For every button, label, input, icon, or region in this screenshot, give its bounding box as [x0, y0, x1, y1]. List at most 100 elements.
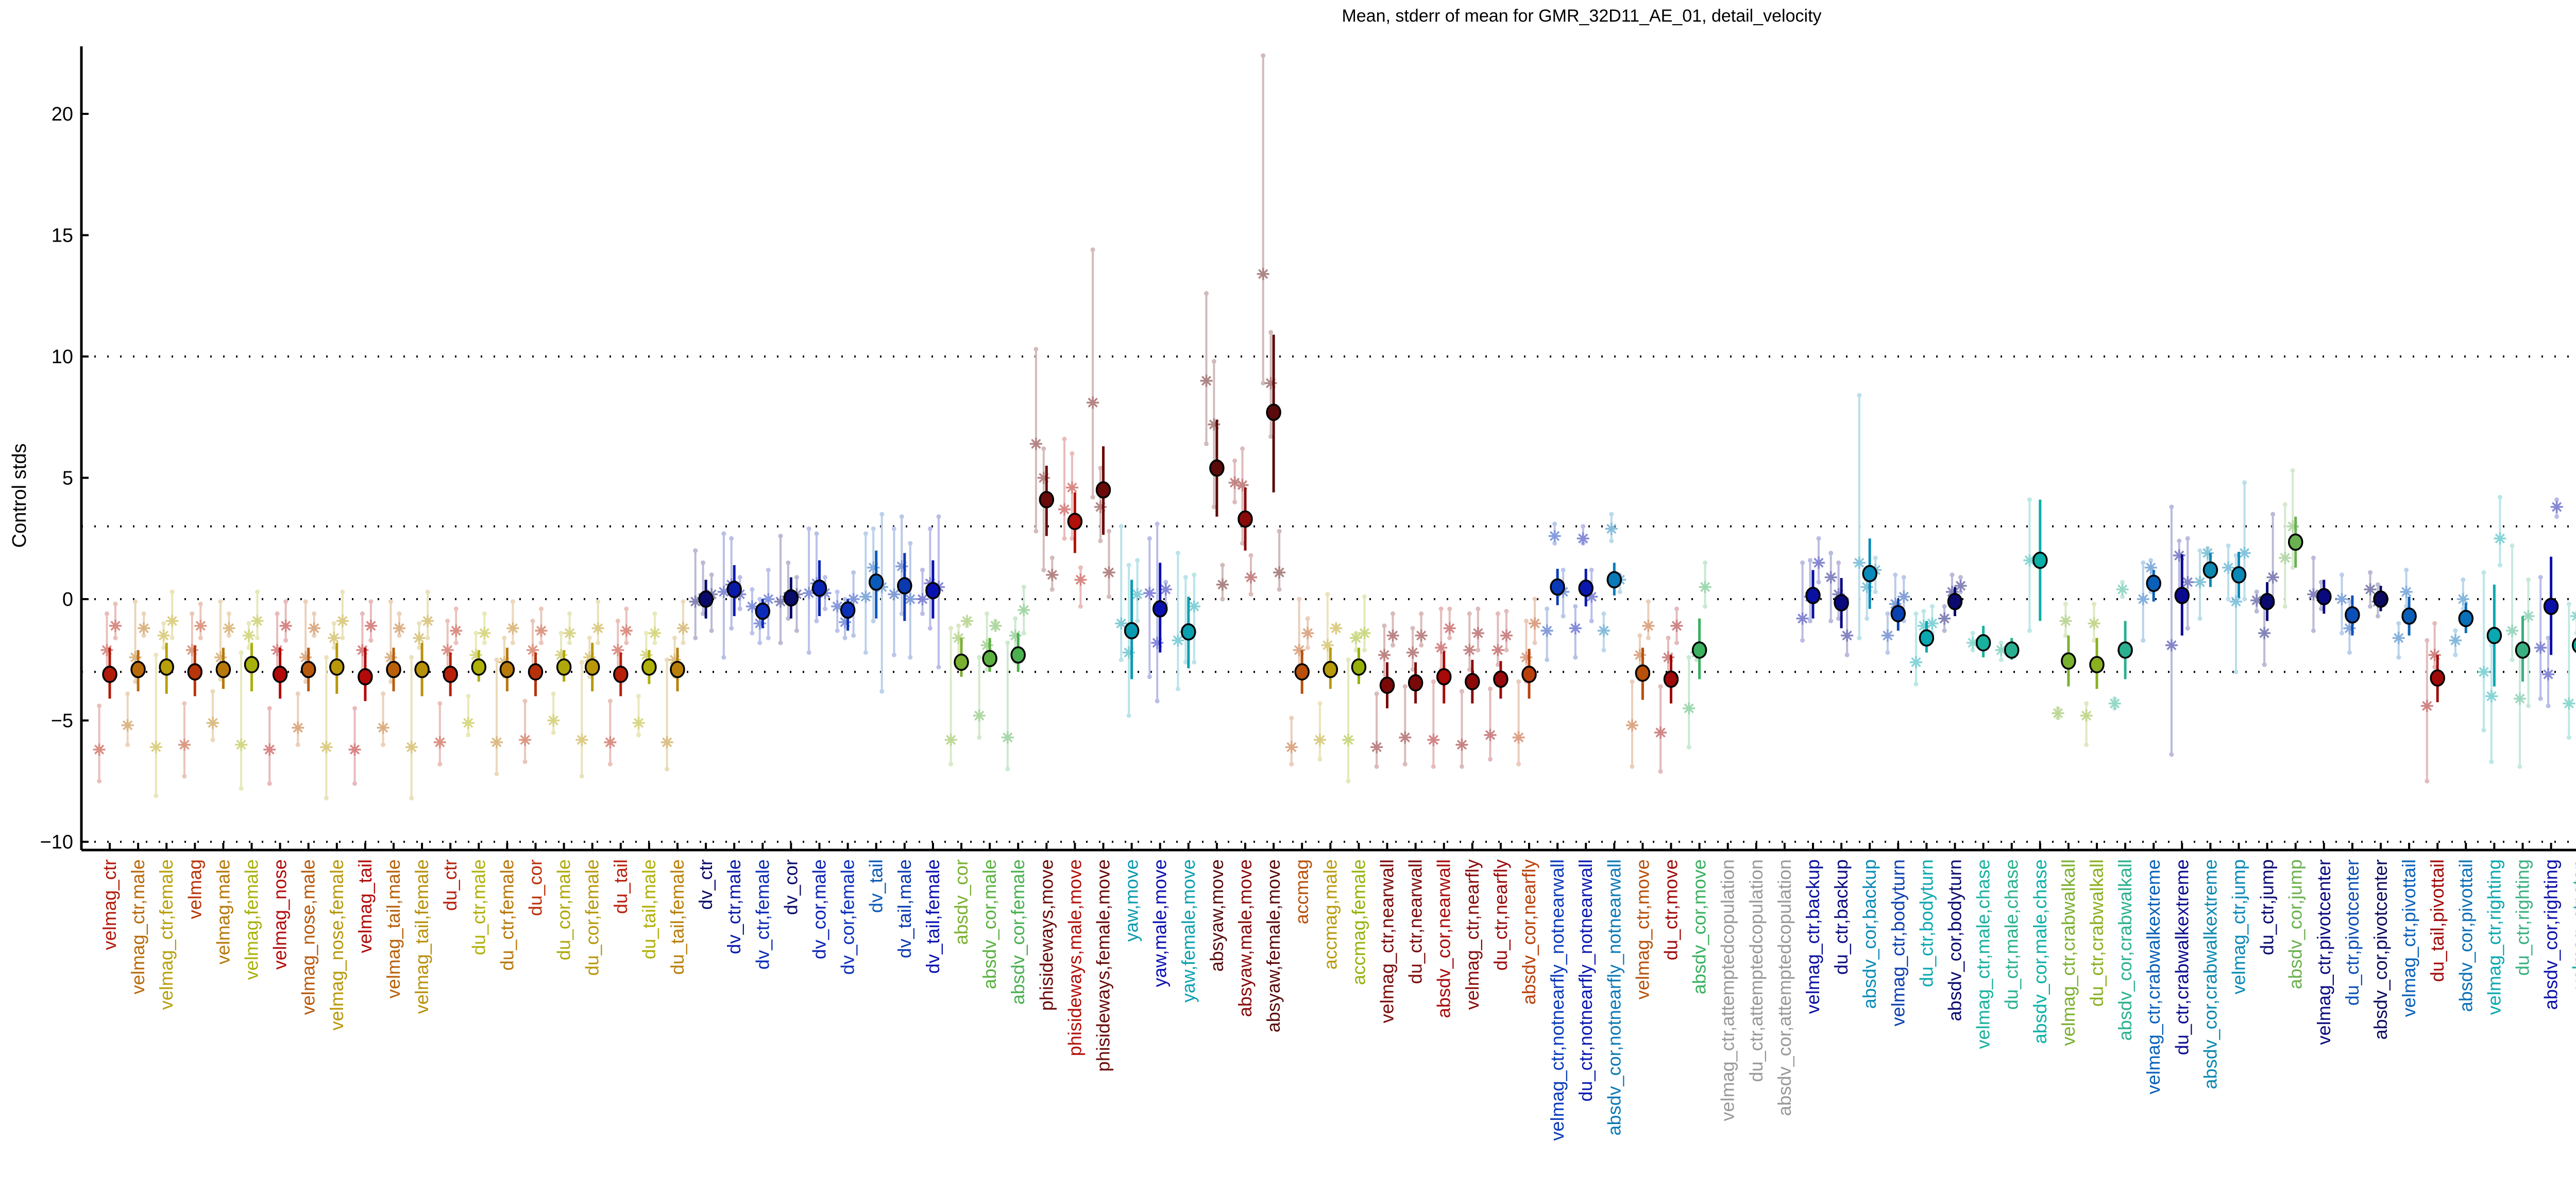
asterisk-stroke — [406, 742, 417, 752]
experiment-asterisk — [1540, 624, 1553, 637]
experiment-errorbar-cap — [2461, 577, 2466, 582]
experiment-errorbar-cap — [1248, 592, 1253, 597]
asterisk-stroke — [1331, 623, 1341, 634]
mean-point — [244, 656, 260, 673]
experiment-errorbar-cap — [1183, 575, 1188, 580]
experiment-errorbar-cap — [2254, 589, 2259, 594]
experiment-errorbar-cap — [681, 640, 686, 646]
experiment-errorbar-cap — [1033, 347, 1039, 352]
experiment-errorbar-cap — [1240, 541, 1245, 546]
experiment-errorbar-cap — [806, 526, 811, 531]
x-tick-label: du_tail — [610, 859, 631, 914]
x-tick-label: absdv_cor,pivotcenter — [2370, 859, 2391, 1040]
experiment-errorbar-cap — [1844, 652, 1850, 657]
asterisk-stroke — [1578, 533, 1588, 543]
experiment-errorbar-cap — [2169, 752, 2174, 757]
mean-point — [358, 668, 373, 686]
experiment-errorbar-cap — [267, 706, 272, 711]
experiment-asterisk — [2420, 700, 2433, 712]
x-tick-label: absdv_cor,move — [1689, 859, 1710, 994]
experiment-errorbar-cap — [1617, 589, 1622, 594]
experiment-errorbar-cap — [239, 650, 244, 655]
experiment-errorbar-cap — [1913, 682, 1919, 687]
asterisk-stroke — [2535, 642, 2546, 653]
experiment-errorbar-cap — [397, 633, 402, 638]
experiment-errorbar-cap — [596, 599, 601, 604]
mean-point — [1635, 664, 1651, 682]
x-tick-label: du_tail,male — [638, 859, 659, 959]
experiment-asterisk — [1642, 619, 1655, 632]
experiment-errorbar-cap — [1836, 560, 1841, 565]
experiment-errorbar-cap — [2340, 631, 2345, 636]
experiment-errorbar-cap — [624, 640, 629, 646]
experiment-errorbar-cap — [133, 679, 138, 684]
mean-point — [499, 660, 515, 678]
experiment-errorbar-cap — [255, 635, 260, 640]
experiment-errorbar-cap — [1857, 635, 1862, 640]
x-tick-label: velmag_ctr,male,chase — [1973, 859, 1994, 1049]
experiment-asterisk — [185, 643, 198, 656]
experiment-errorbar-cap — [729, 626, 734, 631]
experiment-errorbar-cap — [665, 767, 670, 772]
experiment-errorbar-cap — [1504, 609, 1509, 614]
experiment-errorbar-cap — [2290, 565, 2295, 570]
mean-point — [2515, 641, 2531, 659]
experiment-asterisk — [2229, 595, 2242, 608]
experiment-errorbar-cap — [1232, 458, 1238, 464]
experiment-errorbar-cap — [1913, 611, 1919, 616]
experiment-asterisk — [2080, 709, 2093, 722]
asterisk-stroke — [2479, 667, 2489, 677]
mean-point — [641, 658, 657, 676]
x-tick-label: yaw,male,move — [1149, 859, 1171, 987]
experiment-asterisk — [888, 588, 901, 601]
experiment-errorbar-cap — [1873, 555, 1878, 560]
asterisk-stroke — [1258, 269, 1268, 279]
y-axis-ticks: −10 −5 0 5 10 15 20 — [40, 104, 89, 853]
x-tick-label: dv_tail,male — [894, 859, 915, 958]
experiment-asterisk — [2194, 576, 2207, 589]
experiment-asterisk — [2201, 547, 2214, 559]
experiment-errorbar-cap — [899, 611, 904, 616]
experiment-errorbar-cap — [1674, 640, 1680, 646]
experiment-asterisk — [867, 561, 880, 574]
experiment-errorbar-cap — [324, 795, 329, 801]
experiment-asterisk — [1662, 651, 1674, 664]
experiment-errorbar-cap — [701, 560, 706, 565]
asterisk-stroke — [678, 623, 688, 634]
experiment-errorbar-cap — [948, 626, 954, 631]
experiment-asterisk — [405, 741, 418, 754]
experiment-errorbar-cap — [1686, 655, 1691, 660]
experiment-errorbar-cap — [1135, 618, 1140, 623]
experiment-errorbar-cap — [154, 793, 159, 799]
experiment-errorbar-cap — [1601, 611, 1606, 616]
experiment-asterisk — [762, 593, 775, 605]
experiment-asterisk — [859, 590, 872, 603]
experiment-asterisk — [2534, 641, 2547, 654]
experiment-asterisk — [377, 721, 389, 734]
experiment-asterisk — [109, 619, 122, 632]
mean-point — [1209, 459, 1225, 477]
experiment-asterisk — [2335, 593, 2348, 605]
experiment-errorbar-cap — [579, 659, 584, 665]
experiment-errorbar-cap — [2517, 764, 2522, 769]
experiment-asterisk — [660, 736, 673, 749]
mean-point — [1890, 605, 1906, 623]
experiment-errorbar-cap — [1495, 611, 1500, 616]
experiment-errorbar-cap — [891, 526, 896, 531]
asterisk-stroke — [763, 594, 773, 604]
mean-point — [1152, 600, 1168, 618]
experiment-errorbar-cap — [2510, 543, 2515, 548]
experiment-errorbar-cap — [1942, 628, 1947, 633]
experiment-errorbar-cap — [2242, 597, 2247, 602]
x-tick-label: velmag — [184, 859, 205, 919]
mean-point — [414, 660, 430, 678]
asterisk-stroke — [321, 742, 332, 752]
experiment-errorbar-cap — [636, 733, 641, 738]
mean-point — [272, 666, 288, 683]
experiment-asterisk — [1860, 581, 1873, 593]
experiment-errorbar-cap — [1126, 563, 1131, 568]
experiment-errorbar-cap — [2120, 594, 2125, 599]
experiment-errorbar-cap — [615, 618, 620, 623]
experiment-asterisk — [1897, 590, 1910, 603]
asterisk-stroke — [2110, 698, 2120, 709]
